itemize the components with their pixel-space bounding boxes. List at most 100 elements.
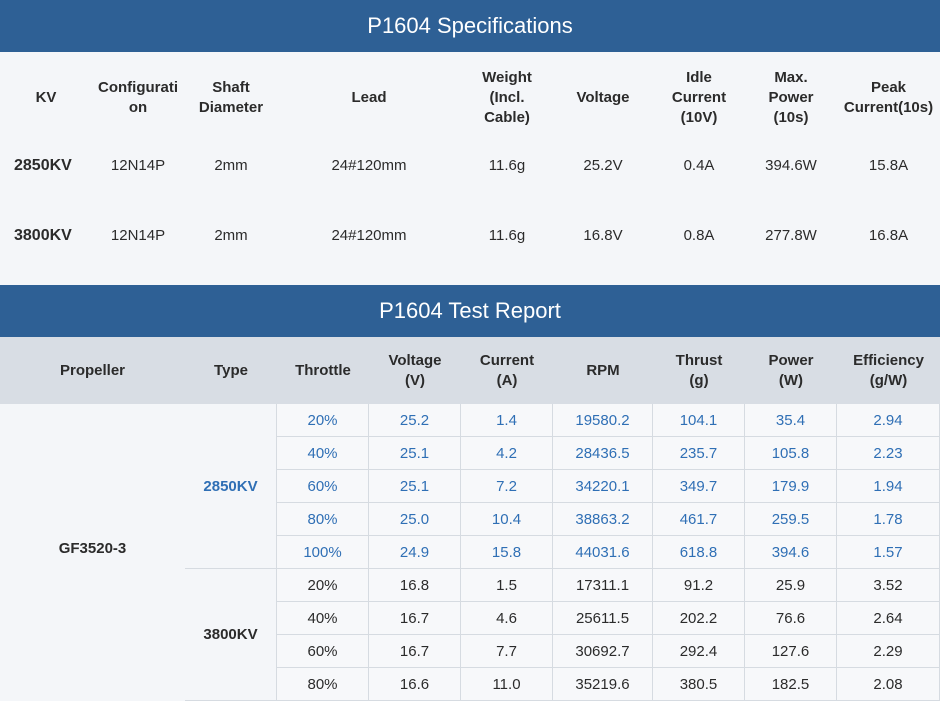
table-cell: 17311.1 <box>553 569 653 602</box>
spec-cell: 16.8V <box>583 227 623 244</box>
table-cell: 25.9 <box>745 569 837 602</box>
spec-header-4: Weight (Incl. Cable) <box>482 69 532 126</box>
spec-header-7: Max. Power (10s) <box>768 69 814 126</box>
table-cell: 1.57 <box>837 536 940 569</box>
table-cell: 16.7 <box>369 602 461 635</box>
table-cell: 2.29 <box>837 635 940 668</box>
spec-header-2: Shaft Diameter <box>198 79 264 116</box>
table-cell: 1.94 <box>837 470 940 503</box>
table-cell: 618.8 <box>653 536 745 569</box>
table-cell: 2.94 <box>837 404 940 437</box>
table-cell: 20% <box>277 404 369 437</box>
table-cell: 292.4 <box>653 635 745 668</box>
spec-cell: 2mm <box>214 157 248 174</box>
propeller-label: GF3520-3 <box>58 540 127 557</box>
table-cell: 182.5 <box>745 668 837 701</box>
spec-cell: 24#120mm <box>331 157 407 174</box>
table-cell: 202.2 <box>653 602 745 635</box>
spec-cell: 2mm <box>214 227 248 244</box>
spec-title: P1604 Specifications <box>367 13 573 38</box>
test-header-row: Propeller Type Throttle Voltage (V) Current (A… <box>0 337 940 404</box>
table-cell: 394.6 <box>745 536 837 569</box>
type-cell: 2850KV <box>185 404 277 569</box>
spec-cell: 12N14P <box>110 227 166 244</box>
spec-cell: 12N14P <box>110 157 166 174</box>
table-cell: 80% <box>277 503 369 536</box>
test-header-3: Voltage (V) <box>388 351 442 389</box>
test-header-2: Throttle <box>295 361 351 379</box>
table-cell: 34220.1 <box>553 470 653 503</box>
table-cell: 25.1 <box>369 437 461 470</box>
table-cell: 380.5 <box>653 668 745 701</box>
spec-header-8: Peak Current(10s) <box>843 79 934 116</box>
spec-table: KV Configurati on Shaft Diameter Lead Weight (I… <box>0 52 940 285</box>
spec-header-0: KV <box>35 89 57 106</box>
test-header-4: Current (A) <box>479 351 535 389</box>
spec-cell: 11.6g <box>488 157 526 174</box>
table-cell: 10.4 <box>461 503 553 536</box>
spec-header-5: Voltage <box>576 89 630 106</box>
table-cell: 60% <box>277 635 369 668</box>
spec-cell: 277.8W <box>765 227 817 244</box>
table-cell: 25.2 <box>369 404 461 437</box>
table-cell: 19580.2 <box>553 404 653 437</box>
table-cell: 2.23 <box>837 437 940 470</box>
table-cell: 259.5 <box>745 503 837 536</box>
spec-cell: 16.8A <box>868 227 909 244</box>
test-title-banner: P1604 Test Report <box>0 285 940 337</box>
test-report-table: Propeller Type Throttle Voltage (V) Current (A… <box>0 337 940 701</box>
table-cell: 1.4 <box>461 404 553 437</box>
spec-header-1: Configurati on <box>98 79 178 116</box>
table-cell: 7.2 <box>461 470 553 503</box>
table-cell: 35.4 <box>745 404 837 437</box>
table-cell: 28436.5 <box>553 437 653 470</box>
table-cell: 40% <box>277 437 369 470</box>
table-cell: 16.8 <box>369 569 461 602</box>
table-cell: 3.52 <box>837 569 940 602</box>
table-cell: 20% <box>277 569 369 602</box>
test-title: P1604 Test Report <box>379 298 561 323</box>
test-header-7: Power (W) <box>768 351 814 389</box>
table-cell: 105.8 <box>745 437 837 470</box>
spec-cell: 24#120mm <box>331 227 407 244</box>
table-cell: 91.2 <box>653 569 745 602</box>
spec-row-kv: 3800KV <box>14 227 72 244</box>
table-cell: 1.78 <box>837 503 940 536</box>
table-cell: 16.7 <box>369 635 461 668</box>
spec-cell: 11.6g <box>488 227 526 244</box>
table-cell: 461.7 <box>653 503 745 536</box>
table-cell: 30692.7 <box>553 635 653 668</box>
spec-row-kv: 2850KV <box>14 157 72 174</box>
test-header-8: Efficiency (g/W) <box>853 351 924 389</box>
test-header-0: Propeller <box>59 361 126 379</box>
table-cell: 7.7 <box>461 635 553 668</box>
table-cell: 40% <box>277 602 369 635</box>
table-cell: 25611.5 <box>553 602 653 635</box>
propeller-cell: GF3520-3 <box>0 404 185 694</box>
table-cell: 4.2 <box>461 437 553 470</box>
spec-header-3: Lead <box>351 89 387 106</box>
test-body: GF3520-3 2850KV 20% 25.2 1.4 19580.2 104.1 35.… <box>0 404 940 701</box>
spec-cell: 0.8A <box>683 227 715 244</box>
table-cell: 25.0 <box>369 503 461 536</box>
test-header-5: RPM <box>586 361 620 379</box>
type-cell: 3800KV <box>185 569 277 701</box>
table-cell: 2.64 <box>837 602 940 635</box>
table-cell: 60% <box>277 470 369 503</box>
table-cell: 4.6 <box>461 602 553 635</box>
spec-cell: 394.6W <box>765 157 817 174</box>
table-cell: 100% <box>277 536 369 569</box>
spec-header-6: Idle Current (10V) <box>671 69 727 126</box>
table-cell: 25.1 <box>369 470 461 503</box>
spec-cell: 0.4A <box>683 157 715 174</box>
table-cell: 2.08 <box>837 668 940 701</box>
spec-title-banner: P1604 Specifications <box>0 0 940 52</box>
table-cell: 127.6 <box>745 635 837 668</box>
table-cell: 80% <box>277 668 369 701</box>
test-header-6: Thrust (g) <box>675 351 723 389</box>
table-cell: 235.7 <box>653 437 745 470</box>
table-cell: 11.0 <box>461 668 553 701</box>
table-cell: 16.6 <box>369 668 461 701</box>
test-header-1: Type <box>214 361 248 379</box>
table-cell: 24.9 <box>369 536 461 569</box>
